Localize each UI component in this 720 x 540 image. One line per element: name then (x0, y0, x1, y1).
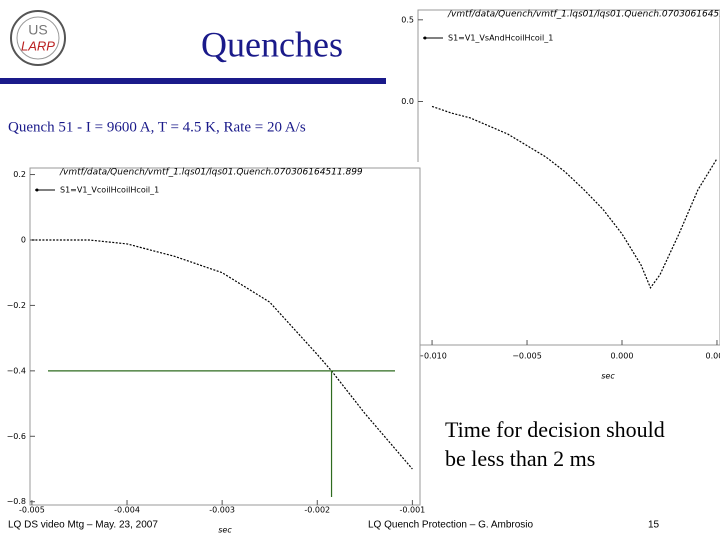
page-number: 15 (648, 520, 660, 531)
x-tick-label: -0.004 (114, 506, 140, 515)
y-tick-label: −0.4 (7, 366, 26, 375)
logo-text: US (28, 22, 47, 38)
charts: /vmtf/data/Quench/vmtf_1.lqs01/lqs01.Que… (0, 4, 720, 535)
x-tick-label: −0.005 (512, 352, 542, 361)
logo-text: LARP (21, 38, 55, 53)
x-tick-label: -0.001 (399, 506, 425, 515)
x-tick-label: 0.000 (611, 352, 634, 361)
x-axis-label: sec (218, 526, 232, 535)
y-tick-label: −0.6 (7, 432, 26, 441)
y-tick-label: 0.0 (401, 97, 414, 106)
chart-title: /vmtf/data/Quench/vmtf_1.lqs01/lqs01.Que… (59, 168, 363, 178)
footer: LQ Quench Protection – G. Ambrosio (368, 520, 534, 531)
x-axis-label: sec (601, 372, 615, 381)
x-tick-label: −0.010 (417, 352, 447, 361)
y-tick-label: −0.8 (7, 497, 26, 506)
chart: /vmtf/data/Quench/vmtf_1.lqs01/lqs01.Que… (0, 162, 425, 535)
chart: /vmtf/data/Quench/vmtf_1.lqs01/lqs01.Que… (388, 4, 720, 381)
y-tick-label: 0 (21, 235, 26, 244)
x-tick-label: 0.005 (706, 352, 720, 361)
y-tick-label: 0.5 (401, 15, 414, 24)
subtitle: Quench 51 - I = 9600 A, T = 4.5 K, Rate … (8, 119, 306, 135)
chart-title: /vmtf/data/Quench/vmtf_1.lqs01/lqs01.Que… (447, 10, 720, 20)
footer: LQ DS video Mtg – May. 23, 2007 (8, 520, 158, 531)
legend-marker (35, 188, 39, 192)
logo-ring (10, 10, 66, 66)
x-tick-label: -0.002 (304, 506, 330, 515)
title-bar (0, 78, 386, 84)
plot-area (0, 162, 420, 529)
legend-label: S1=V1_VcoilHcoilHcoil_1 (60, 186, 159, 195)
y-tick-label: −0.2 (7, 301, 26, 310)
legend-marker (423, 36, 427, 40)
series-line (431, 105, 718, 290)
y-tick-label: 0.2 (13, 170, 26, 179)
plot-frame (29, 167, 421, 506)
legend-label: S1=V1_VsAndHcoilHcoil_1 (448, 34, 553, 43)
note: be less than 2 ms (445, 446, 595, 471)
x-tick-label: -0.005 (19, 506, 45, 515)
plot-area (388, 4, 720, 369)
slide-title: Quenches (201, 24, 343, 64)
note: Time for decision should (445, 417, 665, 442)
logo-inner (16, 16, 60, 60)
x-tick-label: -0.003 (209, 506, 235, 515)
